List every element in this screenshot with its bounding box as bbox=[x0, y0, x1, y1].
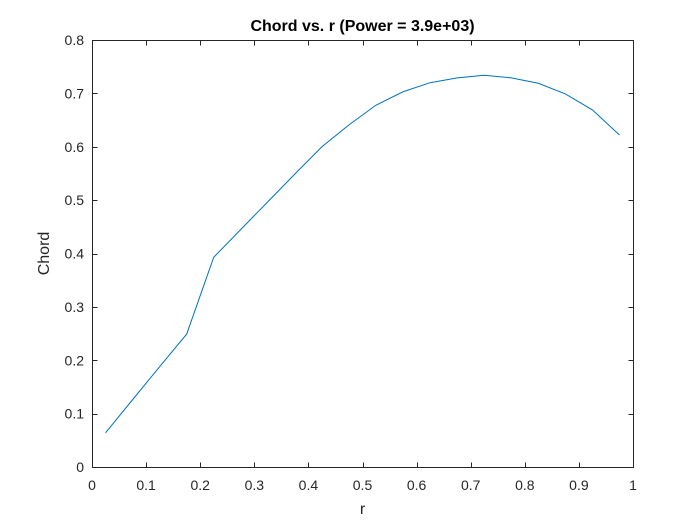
x-axis-label: r bbox=[360, 501, 366, 518]
y-tick-label: 0.7 bbox=[65, 85, 85, 101]
y-tick-label: 0 bbox=[76, 459, 84, 475]
x-tick-label: 0.6 bbox=[407, 477, 427, 493]
plot-frame bbox=[92, 40, 634, 468]
x-tick-label: 0.7 bbox=[461, 477, 481, 493]
series-line bbox=[105, 74, 620, 434]
x-tick-label: 0.2 bbox=[190, 477, 210, 493]
x-tick-label: 0 bbox=[88, 477, 96, 493]
x-tick-label: 0.4 bbox=[299, 477, 319, 493]
chart-title: Chord vs. r (Power = 3.9e+03) bbox=[250, 18, 474, 35]
series-layer bbox=[105, 74, 620, 434]
ticks-layer: 0 0.1 0.2 0.3 0.4 0.5 0.6 0.7 0.8 0.9 1 0 0.1 0.2 0.3 0… bbox=[65, 32, 638, 493]
x-tick-label: 0.3 bbox=[245, 477, 265, 493]
y-tick-label: 0.6 bbox=[65, 139, 85, 155]
y-tick-label: 0.5 bbox=[65, 192, 85, 208]
y-tick-label: 0.3 bbox=[65, 299, 85, 315]
x-tick-label: 0.5 bbox=[353, 477, 373, 493]
y-tick-label: 0.4 bbox=[65, 246, 85, 262]
x-tick-label: 1 bbox=[629, 477, 637, 493]
y-axis-label: Chord bbox=[36, 232, 53, 276]
x-tick-label: 0.9 bbox=[569, 477, 589, 493]
x-tick-label: 0.1 bbox=[136, 477, 156, 493]
y-tick-label: 0.1 bbox=[65, 406, 85, 422]
y-tick-label: 0.8 bbox=[65, 32, 85, 48]
x-tick-label: 0.8 bbox=[515, 477, 535, 493]
plot-area bbox=[92, 40, 633, 467]
y-tick-label: 0.2 bbox=[65, 352, 85, 368]
